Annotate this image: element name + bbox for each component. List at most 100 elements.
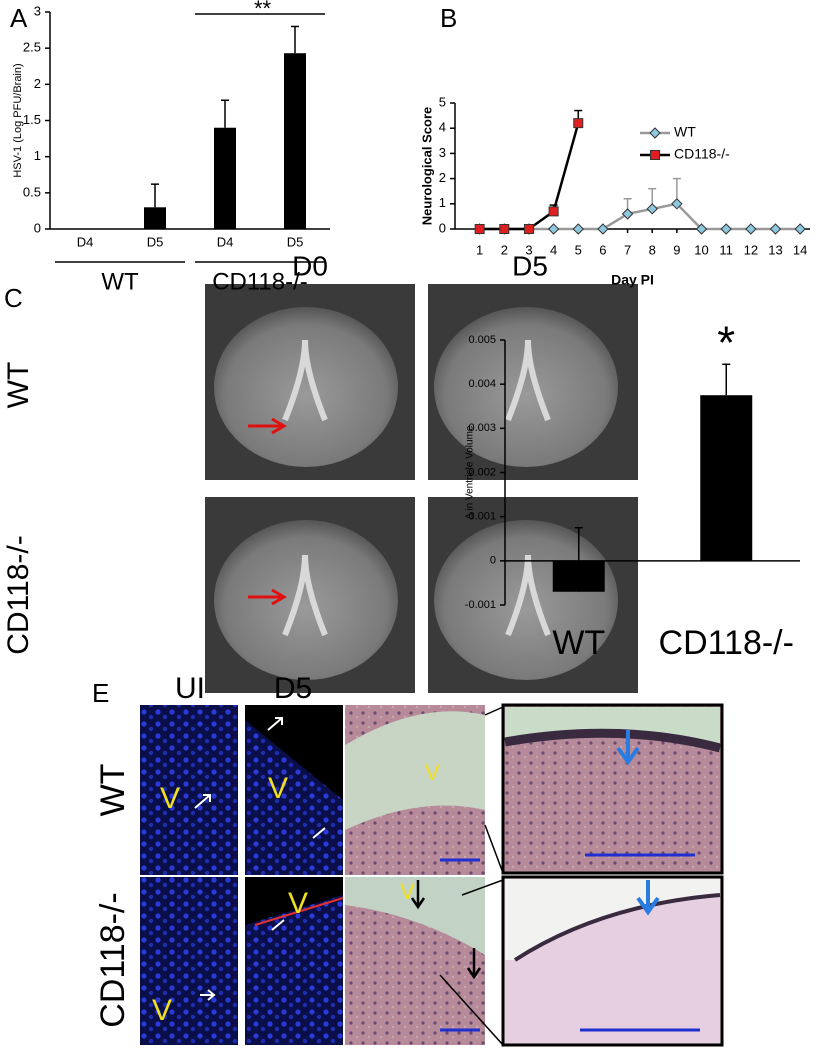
ventricle-label: V <box>425 760 440 785</box>
ventricle-label: V <box>268 772 288 805</box>
brain <box>214 307 398 467</box>
legend-marker <box>649 127 661 139</box>
y-tick-label: 5 <box>439 94 446 109</box>
y-tick-label: 1.5 <box>23 112 41 127</box>
marker <box>695 223 708 235</box>
row-label: CD118-/- <box>94 892 132 1027</box>
arrow <box>248 588 287 606</box>
x-tick-label: 7 <box>624 242 631 257</box>
stain <box>254 897 344 926</box>
x-tick-label: 1 <box>476 242 483 257</box>
panel-letter: E <box>92 678 109 708</box>
y-tick-label: 0 <box>439 220 446 235</box>
ventricle <box>245 877 343 925</box>
y-tick-label: 4 <box>439 120 446 135</box>
arrow <box>248 417 287 435</box>
row-label: WT <box>2 362 35 409</box>
row-label: CD118-/- <box>2 535 35 654</box>
y-tick-label: 0.004 <box>468 378 496 390</box>
marker <box>523 224 534 234</box>
brain <box>214 520 398 680</box>
y-tick-label: 0.002 <box>468 466 496 478</box>
y-tick-label: 3 <box>34 3 41 18</box>
column-label: UI <box>175 672 205 705</box>
x-tick-label: D5 <box>287 234 304 249</box>
x-tick-label: D4 <box>77 234 94 249</box>
zoom-line <box>439 706 504 1046</box>
x-axis-label: Day PI <box>611 272 654 288</box>
y-tick-label: 2 <box>439 170 446 185</box>
y-tick-label: 2 <box>34 76 41 91</box>
y-tick-label: 0.005 <box>468 334 496 346</box>
panel-letter: A <box>10 3 28 33</box>
marker <box>671 198 683 210</box>
mri-images <box>205 284 638 693</box>
ventricle <box>505 707 720 745</box>
y-axis-label: Neurological Score <box>419 107 434 225</box>
marker <box>769 223 782 235</box>
x-tick-label: 8 <box>649 242 656 257</box>
y-tick-label: 0 <box>490 555 496 567</box>
column-label: D5 <box>274 672 312 705</box>
y-tick-label: 1 <box>439 195 446 210</box>
ependyma <box>504 728 722 753</box>
ventricle-label: V <box>160 782 180 815</box>
bar <box>144 207 166 229</box>
y-tick-label: 0.001 <box>468 511 496 523</box>
x-tick-label: 9 <box>673 242 680 257</box>
arrow <box>410 880 482 980</box>
legend-label: WT <box>674 124 696 140</box>
group-label: WT <box>101 268 139 295</box>
x-tick-label: WT <box>552 624 605 662</box>
panel-letter: C <box>4 283 23 313</box>
column-label: D5 <box>512 250 548 281</box>
bar <box>700 395 753 561</box>
marker <box>573 118 584 129</box>
row-label: WT <box>94 764 132 817</box>
x-tick-label: 4 <box>550 242 557 257</box>
marker <box>474 224 485 234</box>
ventricle <box>345 877 485 955</box>
y-axis-label: Δ in Ventricle Volume <box>465 425 476 519</box>
bar <box>284 53 306 230</box>
x-tick-label: 13 <box>768 242 782 257</box>
y-tick-label: 0.003 <box>468 422 496 434</box>
x-tick-label: 3 <box>525 242 532 257</box>
ventricle <box>345 711 485 830</box>
marker <box>646 203 658 215</box>
x-tick-label: 6 <box>599 242 606 257</box>
marker <box>499 224 510 234</box>
ventricle-label: V <box>152 994 172 1027</box>
ventricle-label: V <box>400 879 415 904</box>
legend-marker <box>650 150 660 160</box>
y-axis-label: HSV-1 (Log PFU/Brain) <box>12 63 24 177</box>
x-tick-label: 2 <box>501 242 508 257</box>
marker <box>794 223 806 235</box>
fluorescence <box>140 877 238 1045</box>
legend-label: CD118-/- <box>674 146 730 162</box>
marker <box>548 206 559 217</box>
ventricle <box>282 339 551 637</box>
y-tick-label: 0 <box>34 220 41 235</box>
annotation: * <box>717 316 735 368</box>
x-tick-label: CD118-/- <box>659 624 794 662</box>
x-tick-label: 12 <box>744 242 758 257</box>
marker <box>745 223 757 235</box>
ventricle <box>505 879 720 960</box>
x-tick-label: D4 <box>217 234 234 249</box>
x-tick-label: 11 <box>719 242 733 257</box>
marker <box>547 223 560 235</box>
y-tick-label: 0.5 <box>23 184 41 199</box>
marker <box>720 223 732 235</box>
x-tick-label: 14 <box>793 242 807 257</box>
arrow <box>194 717 326 1001</box>
marker <box>597 223 609 235</box>
x-tick-label: 5 <box>575 242 582 257</box>
marker <box>572 223 584 235</box>
annotation: ** <box>254 0 272 21</box>
x-tick-label: D5 <box>147 234 164 249</box>
column-label: D0 <box>292 250 328 281</box>
histology-images <box>140 703 724 1047</box>
